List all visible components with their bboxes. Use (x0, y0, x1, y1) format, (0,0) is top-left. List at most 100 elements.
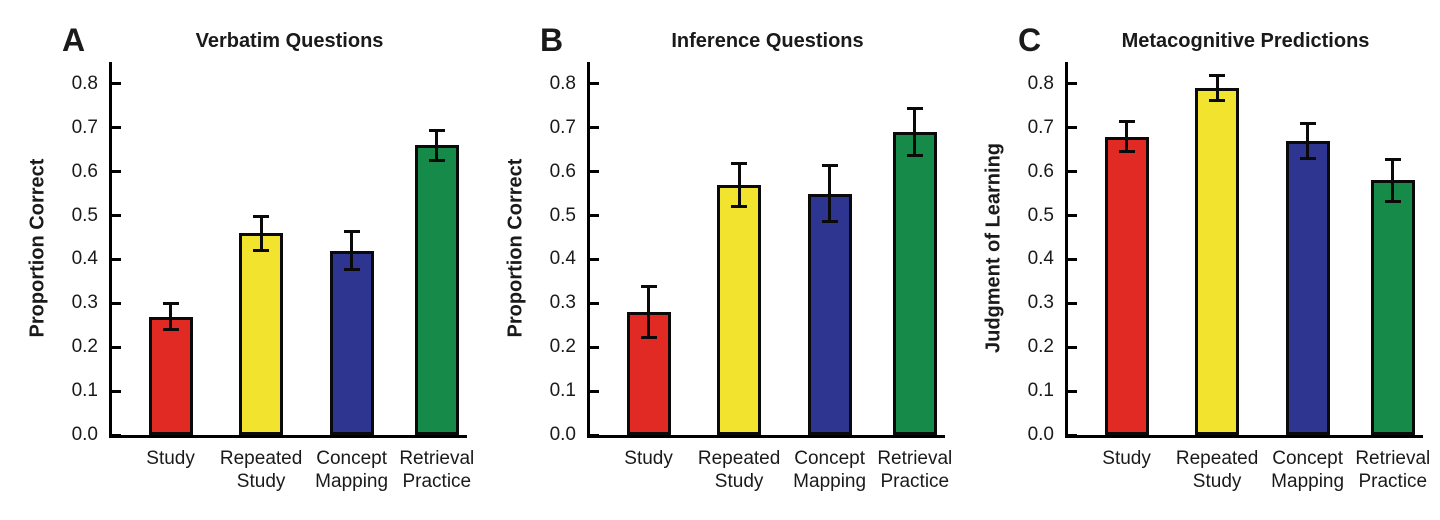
error-bar-line (737, 162, 741, 207)
category-label: Repeated Study (219, 448, 303, 492)
y-tick-label: 0.0 (549, 424, 576, 445)
x-axis-line (587, 435, 945, 438)
error-bar-cap-top (1384, 157, 1401, 161)
y-tick-mark (590, 82, 599, 86)
bar-repeated-study (717, 184, 762, 435)
error-bar-cap-top (906, 107, 923, 111)
y-tick-mark (1068, 82, 1077, 86)
panel-inference-questions: B Inference Questions Proportion Correct… (478, 0, 956, 520)
error-bar-cap-top (821, 164, 838, 168)
bar-retrieval-practice (892, 132, 937, 435)
y-tick-mark (1068, 433, 1077, 437)
error-bar-line (350, 230, 354, 271)
error-bar-line (169, 303, 173, 330)
error-bar-line (1391, 158, 1395, 203)
y-axis-line (109, 62, 112, 438)
y-tick-label: 0.1 (549, 380, 576, 402)
y-tick-mark (1068, 214, 1077, 218)
y-axis-line (587, 62, 590, 438)
bar-retrieval-practice (414, 145, 459, 435)
category-label: Concept Mapping (1271, 448, 1345, 492)
y-tick-mark (1068, 257, 1077, 261)
error-bar-line (647, 285, 651, 339)
bar-concept-mapping (1285, 140, 1330, 435)
error-bar-cap-bottom (343, 268, 360, 272)
y-tick-label: 0.2 (549, 336, 576, 358)
y-tick-mark (112, 433, 121, 437)
y-tick-mark (590, 345, 599, 349)
error-bar-cap-bottom (428, 158, 445, 162)
y-tick-mark (1068, 126, 1077, 130)
error-bar-cap-bottom (1384, 200, 1401, 204)
error-bar-cap-top (1118, 120, 1135, 124)
y-tick-mark (590, 126, 599, 130)
error-bar-cap-bottom (162, 327, 179, 331)
error-bar-line (913, 108, 917, 157)
chart-title: Metacognitive Predictions (1121, 30, 1370, 52)
category-label: Concept Mapping (315, 448, 389, 492)
chart-title: Inference Questions (671, 30, 864, 52)
y-tick-label: 0.3 (1027, 292, 1054, 314)
y-tick-mark (590, 389, 599, 393)
y-tick-label: 0.3 (549, 292, 576, 314)
y-tick-label: 0.0 (1027, 424, 1054, 445)
y-tick-label: 0.3 (71, 292, 98, 314)
category-label: Study (624, 448, 673, 469)
y-tick-label: 0.4 (549, 248, 576, 270)
y-tick-label: 0.5 (549, 204, 576, 226)
chart-title: Verbatim Questions (195, 30, 384, 52)
bar-study (148, 316, 193, 435)
y-tick-label: 0.5 (71, 204, 98, 226)
y-tick-label: 0.0 (71, 424, 98, 445)
plot-area: 0.0 0.1 0.2 0.3 0.4 0.5 0.6 0.7 0.8 Study Repeated… (72, 62, 474, 492)
plot-area: 0.0 0.1 0.2 0.3 0.4 0.5 0.6 0.7 0.8 Study Repeated… (1028, 62, 1430, 492)
y-tick-mark (112, 257, 121, 261)
y-tick-label: 0.8 (71, 72, 98, 94)
error-bar-cap-bottom (253, 248, 270, 252)
y-tick-mark (590, 214, 599, 218)
y-tick-label: 0.5 (1027, 204, 1054, 226)
y-tick-label: 0.6 (549, 160, 576, 182)
category-label: Retrieval Practice (399, 448, 475, 492)
error-bar-cap-bottom (640, 336, 657, 340)
error-bar-cap-bottom (906, 154, 923, 158)
y-tick-mark (112, 82, 121, 86)
y-tick-mark (590, 301, 599, 305)
error-bar-cap-top (1209, 74, 1226, 78)
x-axis-line (109, 435, 467, 438)
category-label: Repeated Study (1175, 448, 1259, 492)
bar-retrieval-practice (1370, 180, 1415, 435)
y-tick-mark (590, 257, 599, 261)
y-tick-label: 0.7 (1027, 116, 1054, 138)
error-bar-line (1306, 123, 1310, 159)
y-tick-label: 0.6 (71, 160, 98, 182)
error-bar-cap-top (343, 229, 360, 233)
y-tick-mark (112, 126, 121, 130)
panel-letter: A (62, 22, 87, 58)
y-tick-label: 0.4 (1027, 248, 1054, 270)
bar-concept-mapping (329, 250, 374, 435)
bar-repeated-study (239, 233, 284, 435)
panel-metacognitive-predictions: C Metacognitive Predictions Judgment of … (956, 0, 1434, 520)
error-bar-cap-bottom (1299, 156, 1316, 160)
plot-area: 0.0 0.1 0.2 0.3 0.4 0.5 0.6 0.7 0.8 Study Repeated… (550, 62, 952, 492)
y-tick-mark (1068, 301, 1077, 305)
panel-verbatim-questions: A Verbatim Questions Proportion Correct … (0, 0, 478, 520)
y-tick-label: 0.7 (71, 116, 98, 138)
category-label: Retrieval Practice (877, 448, 953, 492)
category-label: Study (1102, 448, 1151, 469)
y-tick-mark (112, 345, 121, 349)
y-tick-label: 0.2 (71, 336, 98, 358)
category-label: Repeated Study (697, 448, 781, 492)
error-bar-cap-top (731, 161, 748, 165)
y-tick-label: 0.8 (1027, 72, 1054, 94)
y-tick-mark (112, 389, 121, 393)
category-label: Study (146, 448, 195, 469)
x-axis-line (1065, 435, 1423, 438)
y-tick-mark (590, 433, 599, 437)
error-bar-cap-bottom (1118, 149, 1135, 153)
error-bar-line (435, 130, 439, 161)
error-bar-cap-bottom (821, 220, 838, 224)
error-bar-cap-bottom (1209, 99, 1226, 103)
error-bar-line (1215, 75, 1219, 102)
